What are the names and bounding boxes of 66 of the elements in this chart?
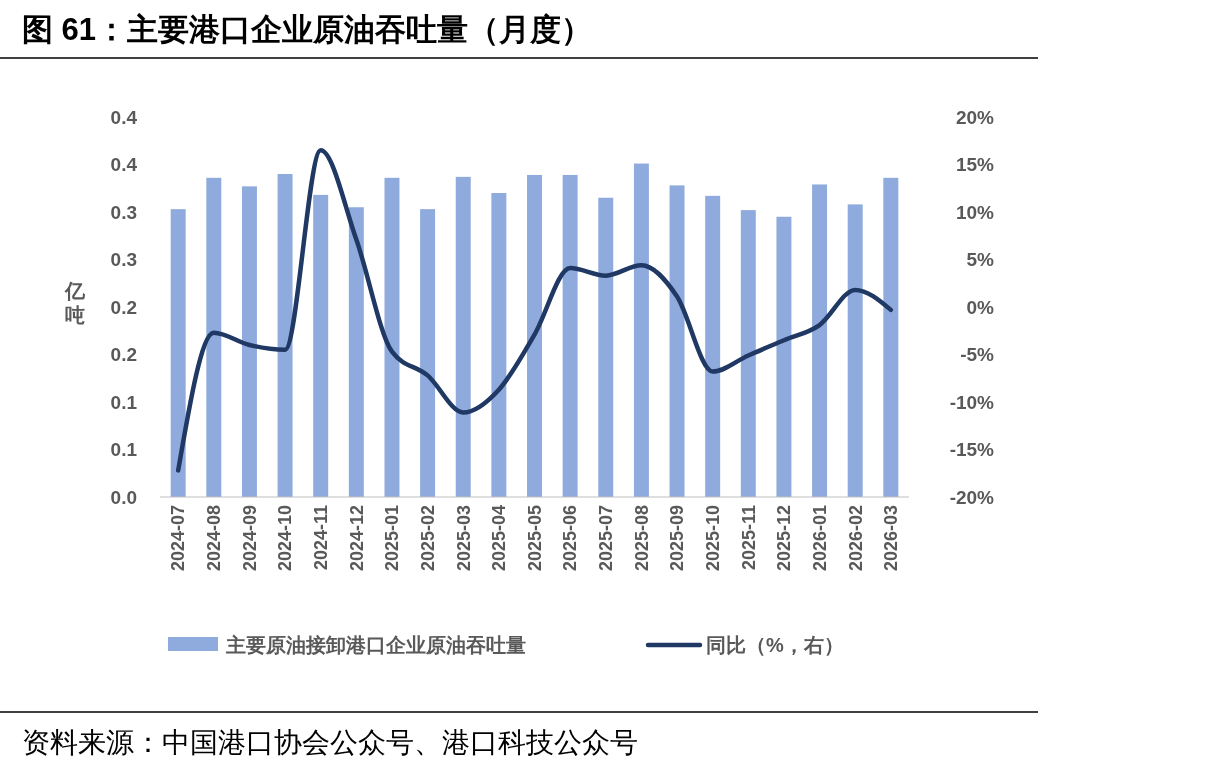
x-tick-label: 2025-01 [382, 505, 403, 572]
bar [705, 195, 721, 497]
x-tick-label: 2024-10 [275, 505, 296, 572]
bar [455, 176, 471, 497]
y-tick-label: 0.2 [110, 296, 137, 318]
y-tick-label: 0.1 [110, 391, 138, 413]
y2-tick-label: 5% [966, 249, 995, 271]
bar [170, 209, 186, 497]
legend-label: 主要原油接卸港口企业原油吞吐量 [225, 634, 526, 656]
bar [776, 216, 792, 497]
y-tick-label: 0.0 [110, 486, 137, 508]
x-tick-label: 2024-09 [239, 505, 260, 572]
x-tick-label: 2024-12 [346, 505, 367, 572]
x-tick-label: 2024-08 [204, 505, 225, 572]
bar [562, 174, 578, 497]
x-tick-label: 2024-07 [168, 505, 189, 572]
bar [740, 210, 756, 497]
y2-tick-label: -15% [949, 439, 995, 461]
bar [847, 204, 863, 497]
x-tick-label: 2024-11 [311, 505, 331, 571]
x-tick-label: 2025-10 [702, 505, 723, 572]
bar [883, 177, 899, 497]
x-tick-label: 2025-07 [596, 505, 617, 572]
x-tick-label: 2026-03 [881, 505, 902, 572]
bar [633, 163, 649, 497]
bar [313, 194, 329, 497]
bar [812, 184, 828, 497]
bar [527, 174, 542, 497]
y-tick-label: 0.2 [110, 344, 137, 366]
text: 资料来源：中国港口协会公众号、港口科技公众号 [22, 727, 638, 758]
y2-tick-label: -20% [949, 486, 995, 508]
bar [277, 174, 293, 497]
x-tick-label: 2025-02 [417, 505, 438, 572]
x-tick-label: 2025-03 [453, 505, 474, 572]
bar [241, 186, 257, 497]
x-tick-label: 2026-02 [845, 505, 866, 572]
x-tick-label: 2025-06 [560, 505, 581, 572]
y-axis-title: 亿吨 [64, 280, 86, 326]
x-tick-label: 2025-09 [667, 505, 688, 572]
x-tick-label: 2025-05 [524, 505, 545, 572]
y-tick-label: 0.4 [110, 106, 138, 128]
bar [348, 207, 364, 497]
y2-tick-label: 15% [955, 154, 995, 176]
y-tick-label: 0.4 [110, 154, 138, 176]
x-tick-label: 2026-01 [809, 505, 830, 572]
bar [384, 177, 400, 497]
chart-title: 图 61：主要港口企业原油吞吐量（月度） [22, 12, 593, 47]
y2-tick-label: 20% [955, 106, 995, 128]
y2-tick-label: -10% [949, 391, 995, 413]
x-tick-label: 2025-12 [774, 505, 795, 572]
line-series [175, 148, 894, 473]
bar [206, 177, 222, 497]
y2-tick-label: 0% [966, 296, 995, 318]
y2-tick-label: 10% [955, 201, 995, 223]
bar [669, 185, 685, 497]
legend-label: 同比（%，右） [706, 634, 844, 656]
x-tick-label: 2025-08 [631, 505, 652, 572]
y-tick-label: 0.3 [110, 201, 137, 223]
bar [598, 197, 614, 497]
bar [420, 209, 436, 497]
y2-tick-label: -5% [960, 344, 995, 366]
y-tick-label: 0.3 [110, 249, 137, 271]
bar [491, 193, 507, 497]
x-tick-label: 2025-11 [738, 505, 759, 571]
x-tick-label: 2025-04 [489, 505, 510, 572]
y-tick-label: 0.1 [110, 439, 138, 461]
